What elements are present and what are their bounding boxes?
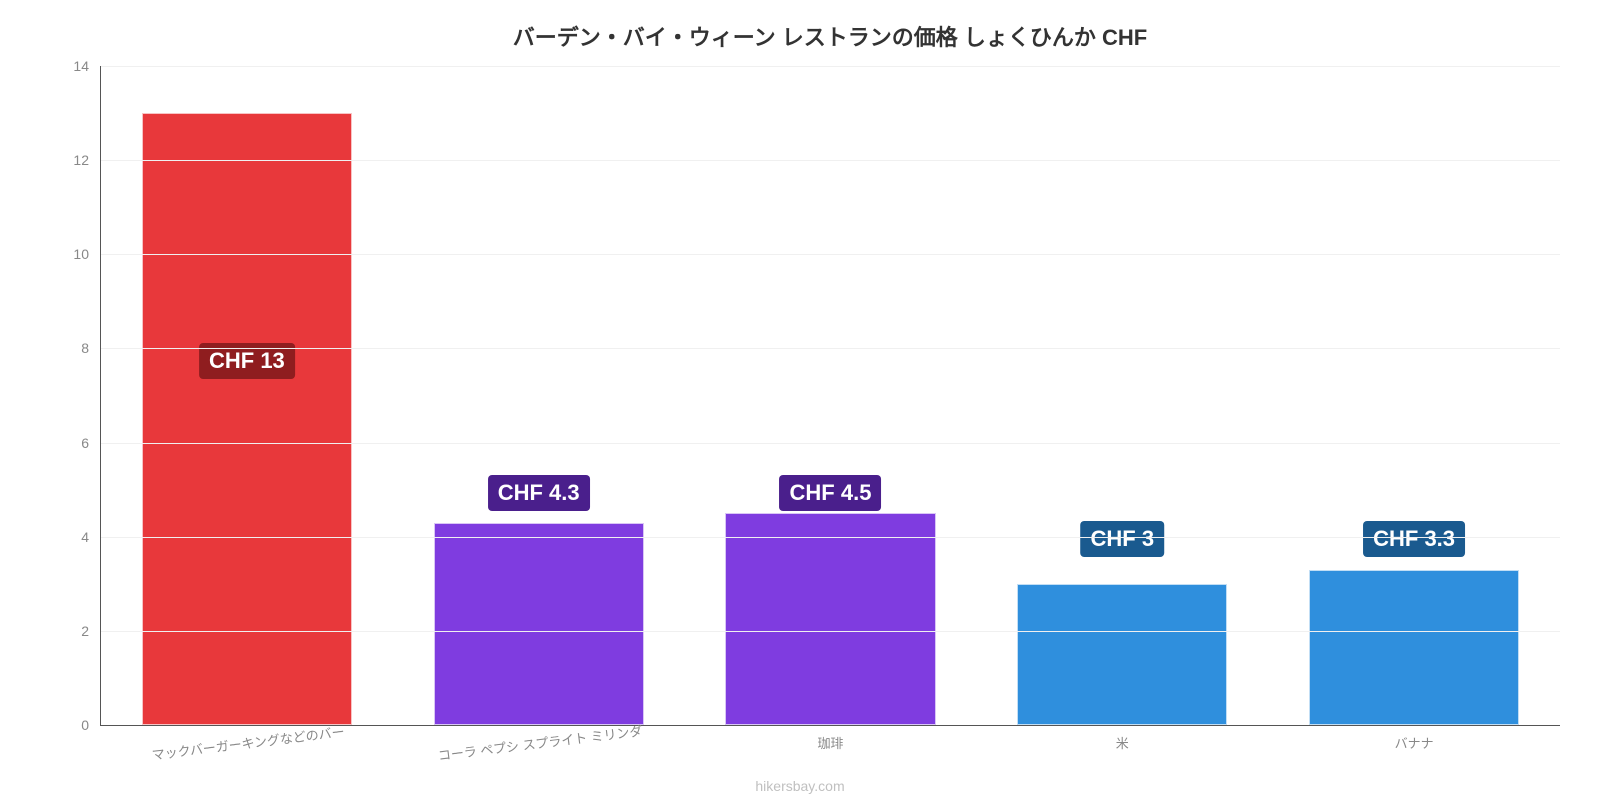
chart-source: hikersbay.com xyxy=(0,778,1600,794)
bar-slot: CHF 4.3 xyxy=(393,66,685,725)
y-tick-label: 8 xyxy=(81,340,89,356)
bar-value-label: CHF 4.3 xyxy=(488,475,590,511)
x-axis-label: 米 xyxy=(976,733,1268,752)
bar-value-label: CHF 3 xyxy=(1081,521,1165,557)
y-tick-label: 6 xyxy=(81,435,89,451)
x-axis-labels: マックバーガーキングなどのバーコーラ ペプシ スプライト ミリンダ珈琲米バナナ xyxy=(101,733,1560,752)
bars-container: CHF 13 CHF 4.3 CHF 4.5 CHF 3 CHF 3.3 xyxy=(101,66,1560,725)
x-axis-label: バナナ xyxy=(1268,733,1560,752)
bar xyxy=(142,113,352,725)
price-bar-chart: バーデン・バイ・ウィーン レストランの価格 しょくひんか CHF CHF 13C… xyxy=(0,0,1600,800)
y-tick-label: 2 xyxy=(81,623,89,639)
bar-slot: CHF 3 xyxy=(976,66,1268,725)
bar-slot: CHF 3.3 xyxy=(1268,66,1560,725)
bar xyxy=(725,513,935,725)
bar xyxy=(1309,570,1519,725)
chart-title: バーデン・バイ・ウィーン レストランの価格 しょくひんか CHF xyxy=(100,20,1560,52)
bar-value-label: CHF 4.5 xyxy=(780,475,882,511)
bar xyxy=(1017,584,1227,725)
y-tick-label: 0 xyxy=(81,717,89,733)
x-axis-label: 珈琲 xyxy=(685,733,977,752)
bar xyxy=(434,523,644,725)
plot-area: CHF 13CHF 4.3CHF 4.5CHF 3CHF 3.3 マックバーガー… xyxy=(100,66,1560,726)
y-tick-label: 14 xyxy=(73,58,89,74)
y-tick-label: 10 xyxy=(73,246,89,262)
y-tick-label: 12 xyxy=(73,152,89,168)
bar-value-label: CHF 3.3 xyxy=(1363,521,1465,557)
bar-value-label: CHF 13 xyxy=(199,343,295,379)
y-tick-label: 4 xyxy=(81,529,89,545)
bar-slot: CHF 4.5 xyxy=(685,66,977,725)
bar-slot: CHF 13 xyxy=(101,66,393,725)
